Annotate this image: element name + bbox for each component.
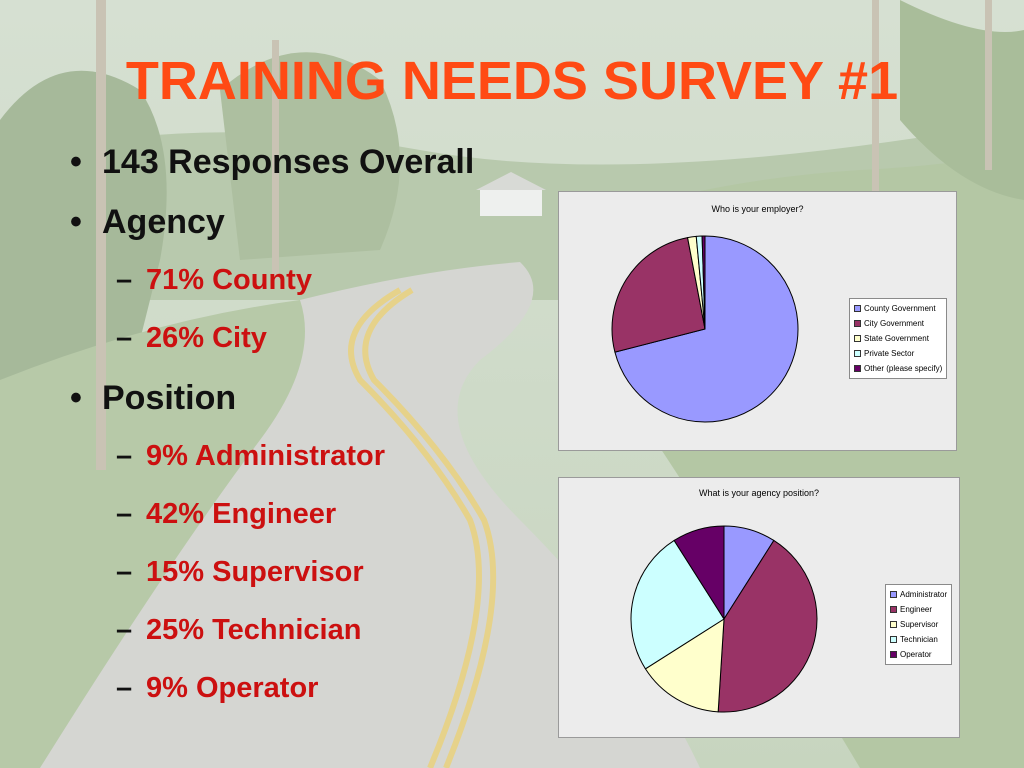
bullet-item: • Position [70,376,550,436]
bullet-list: • 143 Responses Overall • Agency –71% County… [70,140,550,726]
chart-legend: County Government City Government State Go… [849,298,948,379]
sub-bullet-text: 25% Technician [146,614,362,646]
pie-slice-city-government [611,237,706,353]
legend-label: Private Sector [864,349,915,358]
slide-title: TRAINING NEEDS SURVEY #1 [125,51,899,111]
pie-slice-operator [673,525,725,621]
pie-plot [611,235,799,423]
legend-item: Other (please specify) [854,361,942,376]
sub-bullet-text: 9% Operator [146,672,319,704]
bullet-item: • 143 Responses Overall [70,140,550,200]
legend-label: Technician [900,635,938,644]
bullet-dot: • [70,143,82,181]
sub-bullet-dash: – [116,440,133,472]
pie-slice-supervisor [644,618,725,713]
sub-bullet-text: 26% City [146,322,267,354]
sub-bullet-item: –71% County [70,260,550,318]
bullet-dot: • [70,379,82,417]
sub-bullet-text: 15% Supervisor [146,556,364,588]
legend-label: State Government [864,334,929,343]
legend-item: City Government [854,316,942,331]
legend-item: Supervisor [890,617,947,632]
sub-bullet-dash: – [116,614,133,646]
legend-swatch [890,591,897,599]
legend-label: Other (please specify) [864,364,943,373]
pie-slice-county-government [614,235,799,423]
legend-label: Supervisor [900,620,939,629]
sub-bullet-text: 9% Administrator [146,440,386,472]
legend-swatch [890,606,897,614]
legend-label: County Government [864,304,936,313]
pie-slice-technician [630,539,725,670]
legend-swatch [854,335,861,343]
sub-bullet-text: 71% County [146,264,312,296]
sub-bullet-item: –42% Engineer [70,494,550,552]
legend-item: Technician [890,632,947,647]
pie-slice-engineer [717,539,818,713]
sub-bullet-text: 42% Engineer [146,498,337,530]
bullet-text: Agency [102,203,225,241]
chart-title: Who is your employer? [711,204,804,214]
chart-legend: Administrator Engineer Supervisor Technicia… [885,584,953,665]
legend-label: Engineer [900,605,933,614]
pie-slice-other-please-specify [701,235,706,330]
sub-bullet-item: –26% City [70,318,550,376]
sub-bullet-dash: – [116,556,133,588]
legend-item: County Government [854,301,942,316]
legend-swatch [890,621,897,629]
legend-item: State Government [854,331,942,346]
position-pie-chart: What is your agency position? Administra… [558,477,960,738]
sub-bullet-dash: – [116,498,133,530]
sub-bullet-item: –9% Administrator [70,436,550,494]
sub-bullet-dash: – [116,322,133,354]
legend-item: Engineer [890,602,947,617]
legend-item: Private Sector [854,346,942,361]
legend-item: Administrator [890,587,947,602]
sub-bullet-dash: – [116,672,133,704]
chart-title: What is your agency position? [698,488,820,498]
legend-swatch [890,636,897,644]
legend-item: Operator [890,647,947,662]
legend-swatch [890,651,897,659]
pie-plot [630,525,818,713]
bullet-text: 143 Responses Overall [102,143,475,181]
legend-swatch [854,365,861,373]
employer-pie-chart: Who is your employer? County Government C… [558,191,957,451]
legend-label: City Government [864,319,925,328]
sub-bullet-dash: – [116,264,133,296]
bullet-text: Position [102,379,237,417]
legend-swatch [854,305,861,313]
bullet-item: • Agency [70,200,550,260]
legend-swatch [854,350,861,358]
sub-bullet-item: –25% Technician [70,610,550,668]
legend-swatch [854,320,861,328]
sub-bullet-item: –9% Operator [70,668,550,726]
legend-label: Administrator [900,590,948,599]
sub-bullet-item: –15% Supervisor [70,552,550,610]
bullet-dot: • [70,203,82,241]
legend-label: Operator [900,650,932,659]
